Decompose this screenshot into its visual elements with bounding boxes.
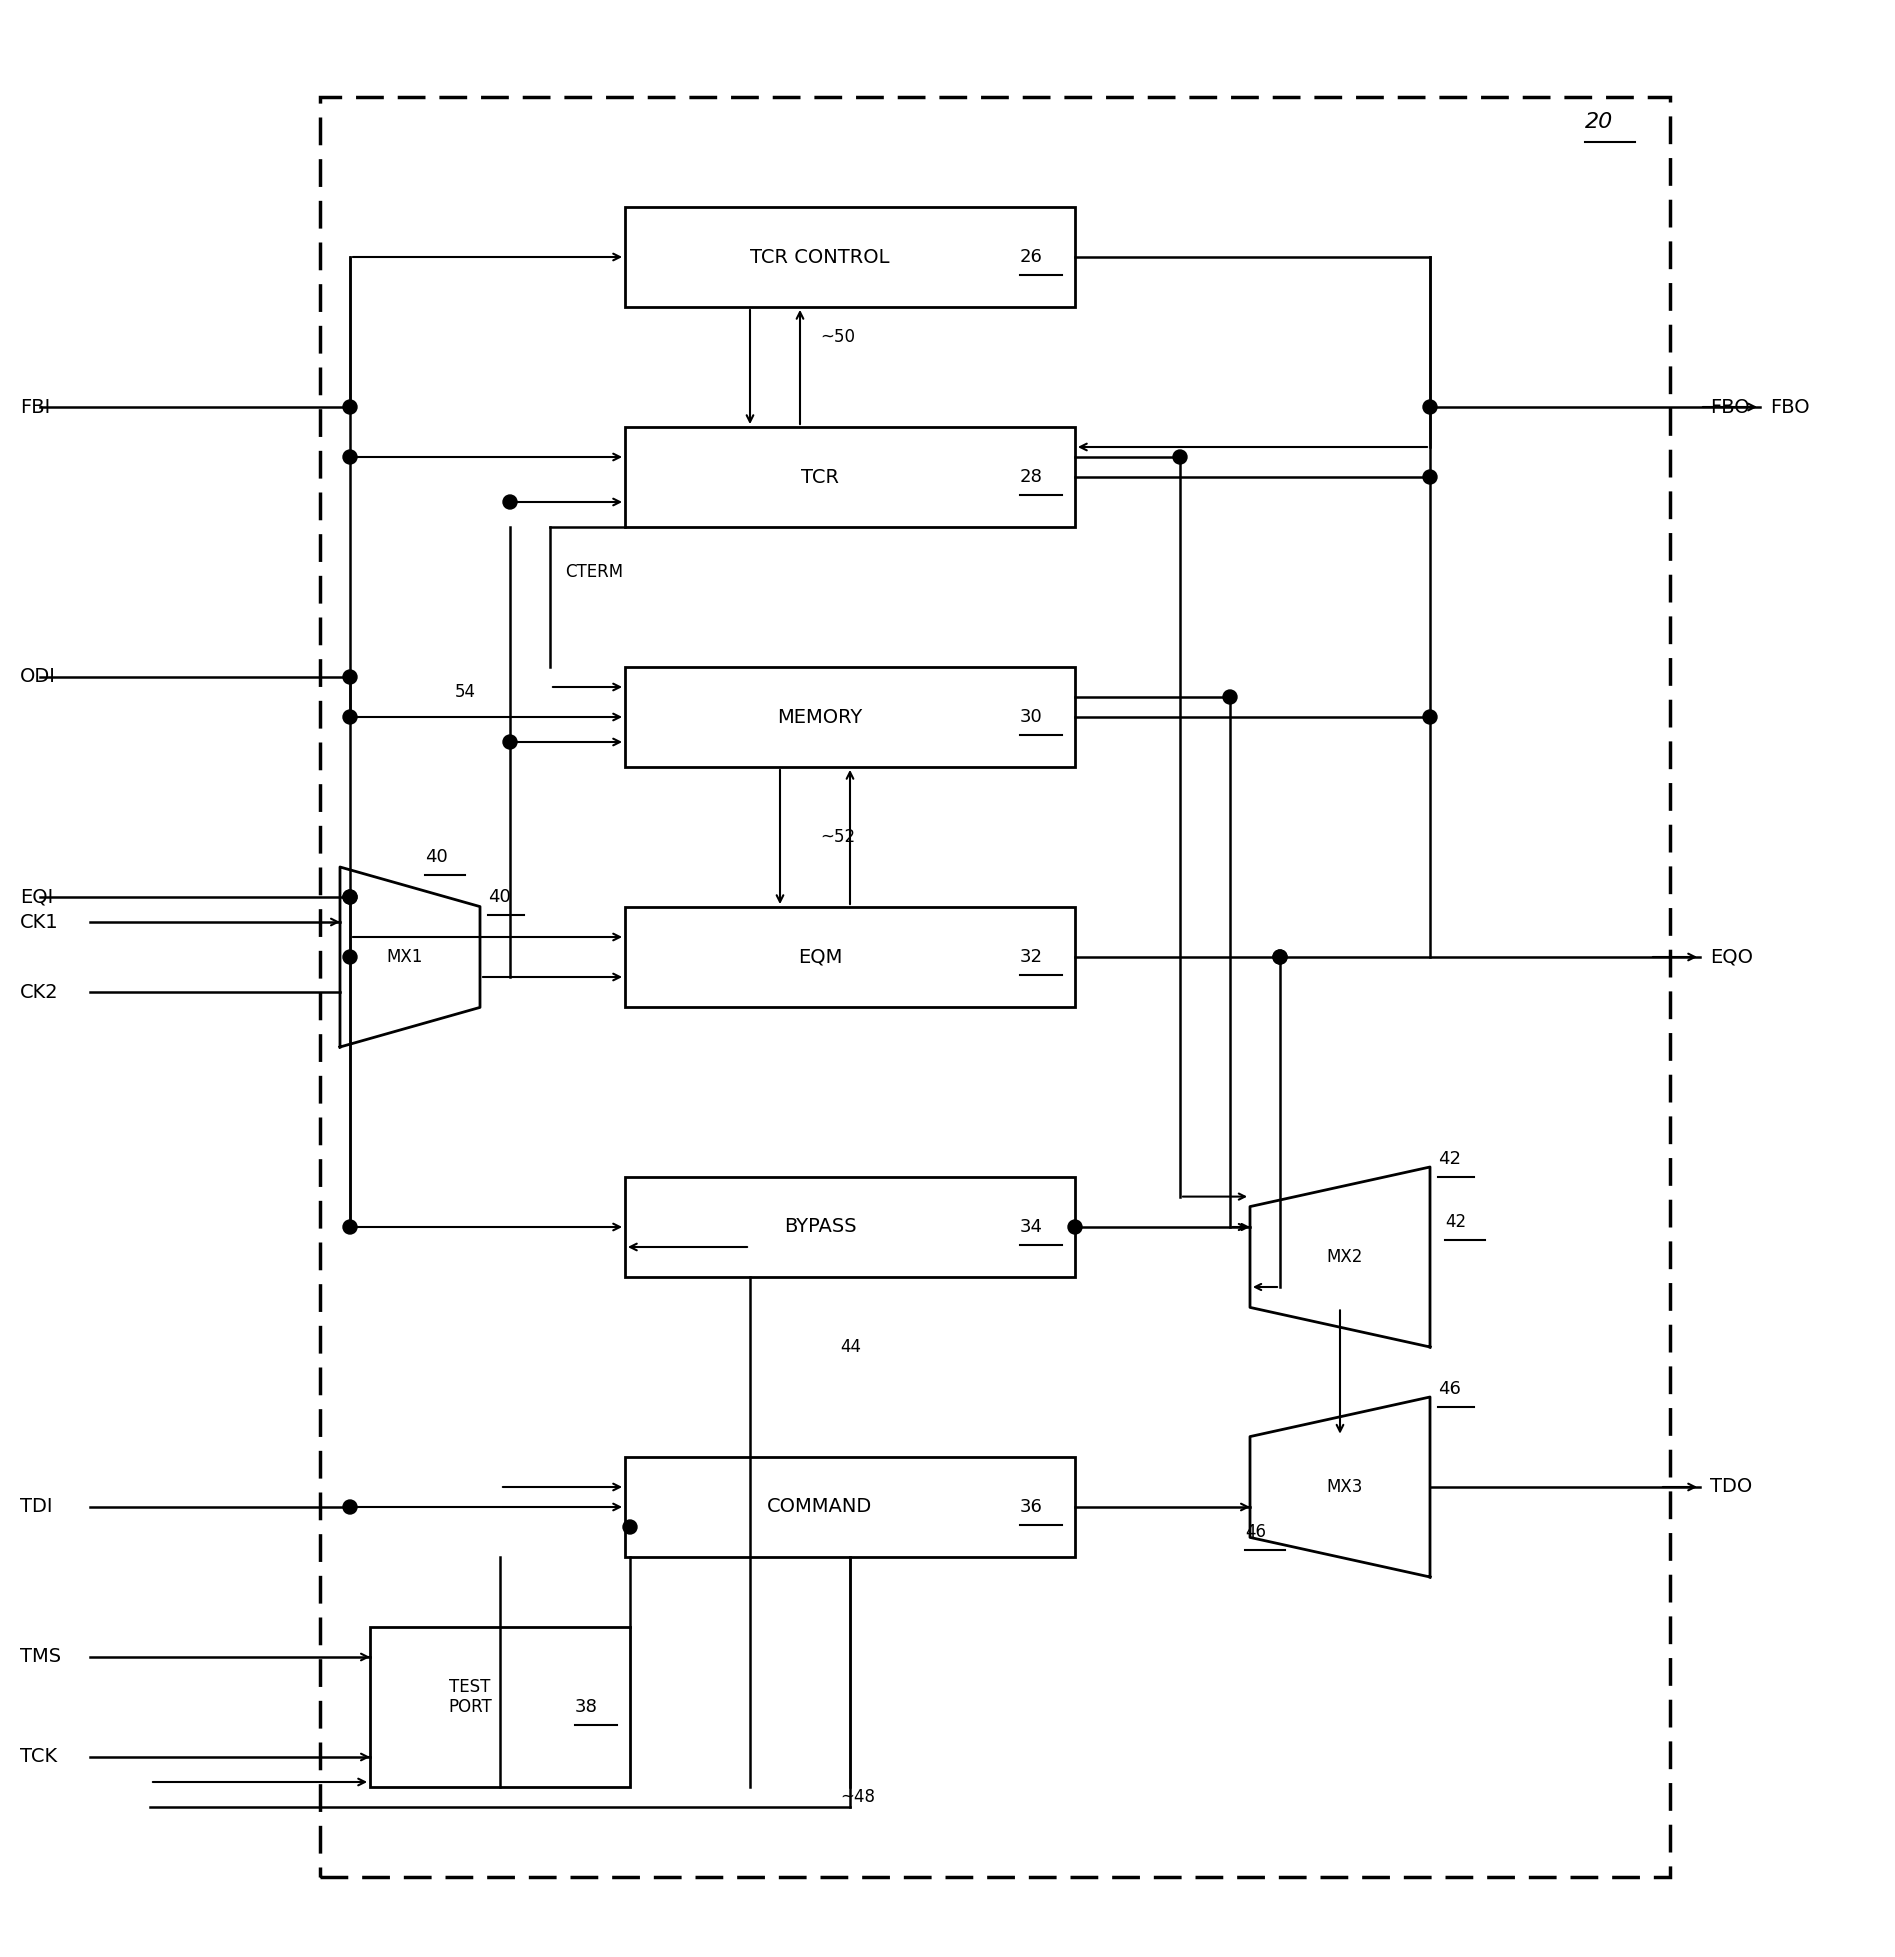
- Text: MEMORY: MEMORY: [777, 708, 862, 726]
- Text: MX3: MX3: [1326, 1478, 1363, 1495]
- Text: 34: 34: [1020, 1217, 1042, 1237]
- Text: 36: 36: [1020, 1497, 1042, 1517]
- FancyBboxPatch shape: [625, 207, 1074, 307]
- Text: ~50: ~50: [821, 329, 855, 346]
- Text: TDO: TDO: [1709, 1478, 1753, 1497]
- Text: FBI: FBI: [21, 397, 51, 417]
- Circle shape: [343, 890, 356, 904]
- Text: 46: 46: [1245, 1523, 1266, 1540]
- Text: 32: 32: [1020, 947, 1042, 967]
- Text: 42: 42: [1438, 1151, 1461, 1168]
- Text: CK1: CK1: [21, 912, 59, 932]
- Text: MX2: MX2: [1326, 1249, 1363, 1266]
- FancyBboxPatch shape: [625, 906, 1074, 1008]
- Text: CTERM: CTERM: [565, 564, 623, 581]
- Circle shape: [343, 1499, 356, 1515]
- Circle shape: [502, 736, 517, 750]
- Text: TCR CONTROL: TCR CONTROL: [750, 247, 891, 266]
- Text: CK2: CK2: [21, 982, 59, 1002]
- Text: TDI: TDI: [21, 1497, 53, 1517]
- Text: ~52: ~52: [821, 828, 855, 845]
- Text: ODI: ODI: [21, 667, 55, 687]
- FancyBboxPatch shape: [625, 1458, 1074, 1558]
- Text: BYPASS: BYPASS: [785, 1217, 857, 1237]
- Circle shape: [343, 890, 356, 904]
- Text: MX1: MX1: [387, 947, 423, 967]
- Circle shape: [343, 1219, 356, 1235]
- FancyBboxPatch shape: [625, 427, 1074, 526]
- Text: 40: 40: [424, 847, 447, 867]
- FancyBboxPatch shape: [625, 667, 1074, 767]
- FancyBboxPatch shape: [625, 1176, 1074, 1278]
- Text: TEST
PORT: TEST PORT: [447, 1677, 493, 1716]
- Text: 42: 42: [1446, 1213, 1467, 1231]
- Circle shape: [343, 949, 356, 965]
- Text: 20: 20: [1584, 112, 1613, 131]
- Circle shape: [1069, 1219, 1082, 1235]
- FancyBboxPatch shape: [370, 1626, 629, 1787]
- Text: FBO: FBO: [1770, 397, 1810, 417]
- Text: 26: 26: [1020, 249, 1042, 266]
- Circle shape: [1173, 450, 1186, 464]
- Circle shape: [343, 669, 356, 685]
- Circle shape: [1423, 470, 1436, 483]
- Text: 46: 46: [1438, 1380, 1461, 1397]
- Circle shape: [1423, 399, 1436, 415]
- Text: 38: 38: [574, 1699, 599, 1716]
- Text: TCK: TCK: [21, 1748, 57, 1767]
- Circle shape: [1423, 710, 1436, 724]
- Text: 44: 44: [839, 1339, 860, 1356]
- Circle shape: [1273, 949, 1287, 965]
- Circle shape: [623, 1521, 637, 1534]
- Text: 30: 30: [1020, 708, 1042, 726]
- Text: EQM: EQM: [798, 947, 841, 967]
- Text: EQO: EQO: [1709, 947, 1753, 967]
- Circle shape: [343, 399, 356, 415]
- Circle shape: [343, 710, 356, 724]
- Circle shape: [343, 450, 356, 464]
- Text: FBO: FBO: [1709, 397, 1749, 417]
- Circle shape: [1273, 949, 1287, 965]
- Text: 28: 28: [1020, 468, 1042, 485]
- Text: ~48: ~48: [839, 1789, 875, 1806]
- Circle shape: [1222, 691, 1237, 705]
- Text: 40: 40: [489, 888, 512, 906]
- Text: EQI: EQI: [21, 888, 53, 906]
- Text: TMS: TMS: [21, 1648, 61, 1667]
- Text: COMMAND: COMMAND: [767, 1497, 872, 1517]
- Circle shape: [502, 495, 517, 509]
- Text: TCR: TCR: [802, 468, 839, 487]
- Text: 54: 54: [455, 683, 476, 701]
